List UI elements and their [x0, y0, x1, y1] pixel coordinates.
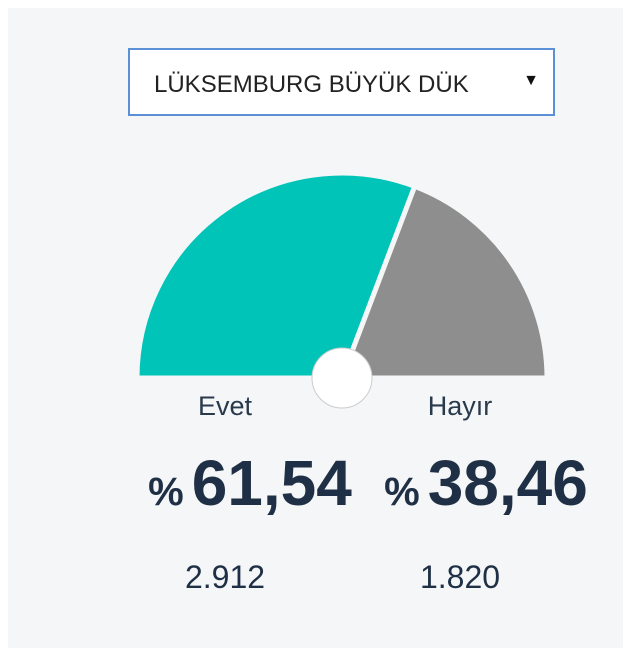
region-dropdown[interactable]: LÜKSEMBURG BÜYÜK DÜK ▼	[128, 48, 555, 116]
vote-count: 1.820	[420, 559, 500, 595]
percent-unit: %	[148, 470, 184, 514]
dropdown-selected: LÜKSEMBURG BÜYÜK DÜK	[154, 71, 469, 98]
percent-value: % 38,46	[384, 447, 588, 519]
vote-count: 2.912	[185, 559, 265, 595]
category-label: Hayır	[428, 391, 493, 421]
category-label: Evet	[198, 391, 253, 421]
percent-number: 38,46	[428, 447, 588, 519]
gauge-hub	[311, 347, 373, 409]
gauge-segment	[338, 183, 550, 381]
gauge-segment	[134, 170, 418, 381]
percent-value: % 61,54	[148, 447, 352, 519]
dropdown-arrow: ▼	[523, 72, 539, 89]
percent-number: 61,54	[192, 447, 353, 519]
percent-unit: %	[384, 470, 420, 514]
